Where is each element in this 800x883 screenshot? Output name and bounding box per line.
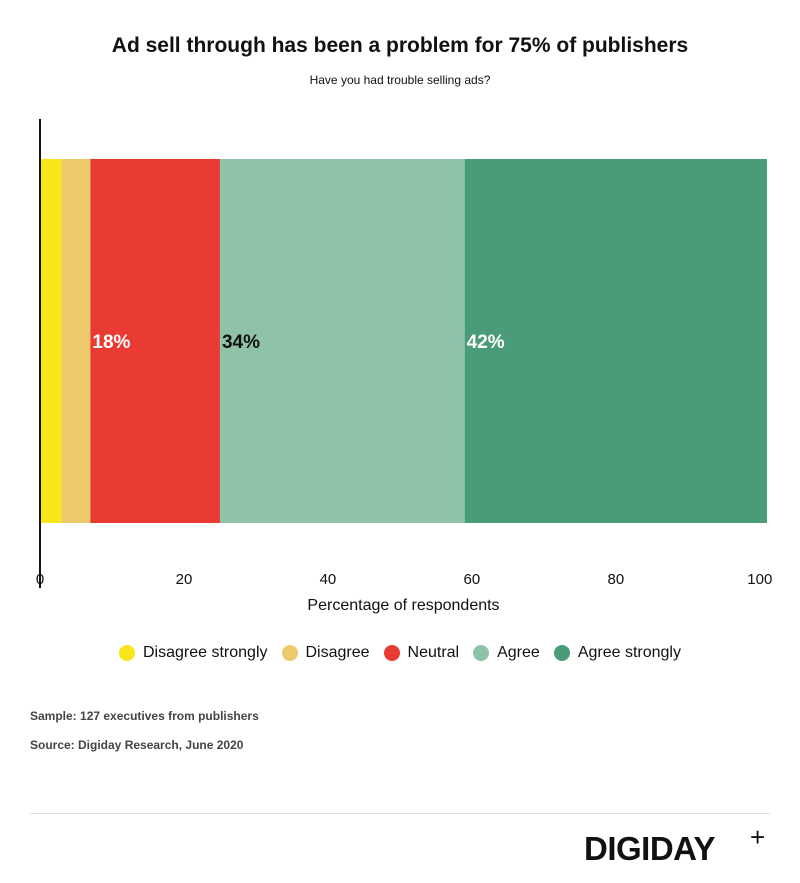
bar-segment-agree-strongly bbox=[464, 159, 767, 523]
legend-swatch bbox=[553, 645, 570, 661]
chart-legend: Disagree strongly Disagree Neutral Agree Agr… bbox=[0, 644, 800, 662]
legend-swatch bbox=[383, 645, 400, 661]
source-note: Source: Digiday Research, June 2020 bbox=[30, 738, 244, 752]
legend-swatch bbox=[281, 645, 298, 661]
data-label-agree: 34% bbox=[222, 332, 260, 353]
legend-swatch bbox=[473, 645, 490, 661]
legend-swatch bbox=[119, 645, 135, 661]
x-tick-label: 0 bbox=[36, 571, 44, 588]
legend-item-disagree-strongly: Disagree strongly bbox=[119, 644, 268, 662]
digiday-logo: DIGIDAY bbox=[584, 830, 715, 867]
chart-subtitle: Have you had trouble selling ads? bbox=[309, 73, 491, 87]
data-label-neutral: 18% bbox=[92, 332, 130, 353]
x-tick-label: 60 bbox=[464, 571, 481, 588]
bar-segment-neutral bbox=[90, 159, 220, 523]
legend-item-agree: Agree bbox=[473, 644, 540, 662]
bar-segment-disagree bbox=[61, 159, 91, 523]
x-tick-label: 40 bbox=[320, 571, 337, 588]
x-axis-title: Percentage of respondents bbox=[307, 597, 499, 614]
bar-segment-agree bbox=[219, 159, 465, 523]
x-tick-label: 80 bbox=[607, 571, 624, 588]
legend-item-disagree: Disagree bbox=[281, 644, 370, 662]
chart-title: Ad sell through has been a problem for 7… bbox=[111, 34, 689, 57]
stacked-bar-chart: 18% 34% 42% 0 20 40 60 80 100 Percentage of respo… bbox=[36, 119, 772, 614]
legend-label: Agree strongly bbox=[577, 644, 681, 661]
sample-note: Sample: 127 executives from publishers bbox=[30, 709, 259, 723]
legend-label: Disagree strongly bbox=[143, 644, 268, 661]
x-tick-label: 20 bbox=[176, 571, 193, 588]
legend-label: Neutral bbox=[407, 644, 460, 661]
x-tick-label: 100 bbox=[747, 571, 772, 588]
legend-item-neutral: Neutral bbox=[383, 644, 460, 662]
legend-label: Disagree bbox=[305, 644, 370, 661]
data-label-agree-strongly: 42% bbox=[467, 332, 505, 353]
plus-icon: + bbox=[750, 822, 766, 852]
footer-divider bbox=[30, 813, 770, 814]
legend-item-agree-strongly: Agree strongly bbox=[553, 644, 681, 662]
bar-segment-disagree-strongly bbox=[40, 159, 62, 523]
legend-label: Agree bbox=[497, 644, 540, 661]
